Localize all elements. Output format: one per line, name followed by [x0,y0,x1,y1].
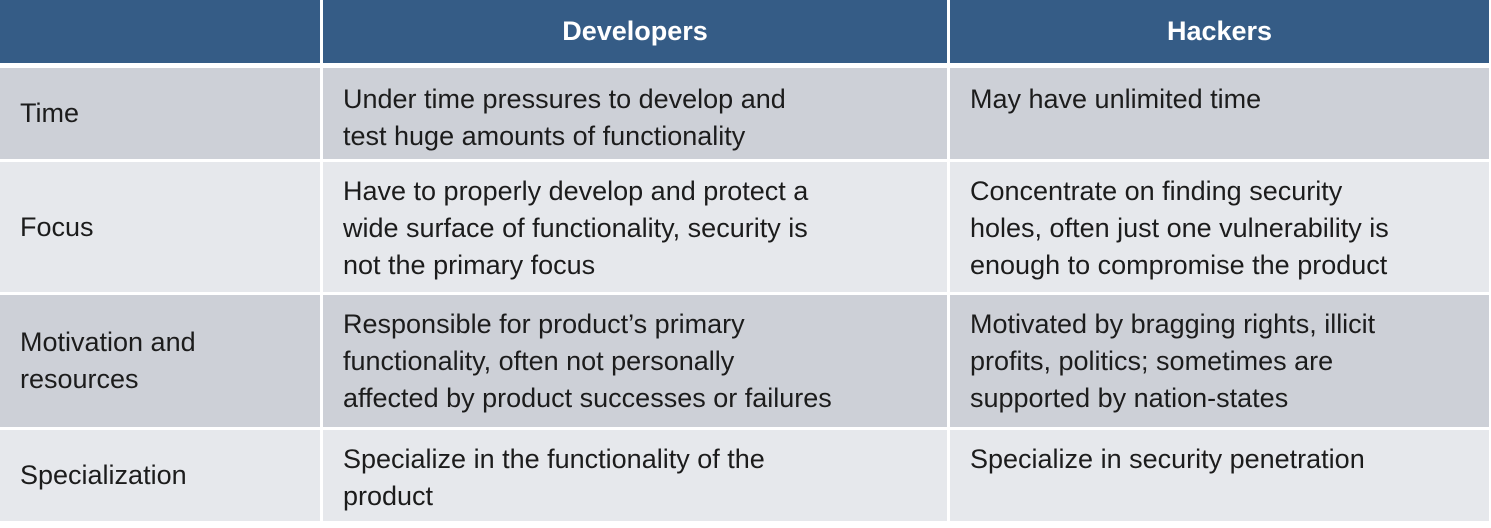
table-row-focus: Focus Have to properly develop and prote… [0,162,1489,295]
cell-line: Specialize in the functionality of the [343,444,765,474]
row-label-specialization: Specialization [0,430,323,524]
cell-line: enough to compromise the product [970,250,1388,280]
cell-line: not the primary focus [343,250,596,280]
header-corner-cell [0,0,323,68]
cell-line: Under time pressures to develop and [343,84,786,114]
cell-line: Have to properly develop and protect a [343,176,809,206]
header-developers: Developers [323,0,950,68]
cell-focus-developers: Have to properly develop and protect a w… [323,162,950,295]
table-row-motivation: Motivation and resources Responsible for… [0,295,1489,430]
cell-line: supported by nation-states [970,383,1289,413]
cell-motivation-hackers: Motivated by bragging rights, illicit pr… [950,295,1489,430]
cell-line: Motivated by bragging rights, illicit [970,309,1376,339]
row-label-text: Specialization [20,460,187,490]
row-label-text: Focus [20,211,94,242]
row-label-focus: Focus [0,162,323,295]
cell-line: wide surface of functionality, security … [343,213,808,243]
row-label-time: Time [0,68,323,162]
cell-line: Specialize in security penetration [970,444,1365,474]
cell-line: holes, often just one vulnerability is [970,213,1389,243]
cell-line: test huge amounts of functionality [343,121,746,151]
cell-motivation-developers: Responsible for product’s primary functi… [323,295,950,430]
cell-line: Concentrate on finding security [970,176,1343,206]
cell-time-hackers: May have unlimited time [950,68,1489,162]
row-label-text: resources [20,364,139,394]
header-hackers: Hackers [950,0,1489,68]
table-row-time: Time Under time pressures to develop and… [0,68,1489,162]
cell-line: profits, politics; sometimes are [970,346,1334,376]
cell-line: product [343,481,434,511]
table-header-row: Developers Hackers [0,0,1489,68]
cell-time-developers: Under time pressures to develop and test… [323,68,950,162]
cell-specialization-developers: Specialize in the functionality of the p… [323,430,950,524]
cell-specialization-hackers: Specialize in security penetration [950,430,1489,524]
cell-focus-hackers: Concentrate on finding security holes, o… [950,162,1489,295]
cell-line: affected by product successes or failure… [343,383,832,413]
table-row-specialization: Specialization Specialize in the functio… [0,430,1489,524]
row-label-motivation: Motivation and resources [0,295,323,430]
row-label-text: Motivation and [20,327,196,357]
cell-line: May have unlimited time [970,84,1262,114]
cell-line: functionality, often not personally [343,346,735,376]
cell-line: Responsible for product’s primary [343,309,745,339]
row-label-text: Time [20,98,79,128]
